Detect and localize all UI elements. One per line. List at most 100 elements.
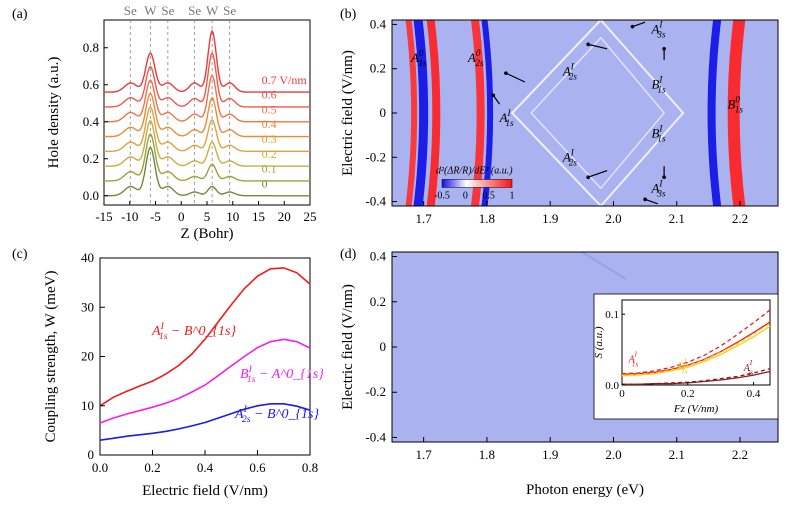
field-label-4: 0.4: [262, 117, 277, 131]
colorbar-tick: 1: [510, 190, 515, 201]
inset-xlabel: Fz (V/nm): [673, 403, 719, 415]
arrow-head-4: [643, 197, 647, 202]
spectral-band-3: [471, 19, 485, 207]
arrow-head-6: [662, 175, 666, 180]
inset-ytick-label: 0.0: [605, 380, 619, 392]
inset-series-1: [621, 309, 771, 375]
colorbar: [441, 179, 513, 188]
state-label-3: AI 2s: [562, 61, 578, 81]
map-xtick-label: 2.0: [605, 447, 621, 462]
map-xtick-label: 2.2: [732, 447, 748, 462]
map-ytick-label: 0.4: [370, 16, 387, 31]
colorbar-tick: -0.5: [434, 190, 450, 201]
c-xlabel: Electric field (V/nm): [142, 483, 268, 499]
map-ytick-label: 0: [380, 339, 387, 354]
density-curve-5: [104, 74, 310, 123]
map-xtick-label: 2.1: [669, 211, 685, 226]
colorbar-tick: 0.5: [482, 190, 495, 201]
coupling-label-0: AI 1s − B^0_{1s}: [151, 321, 236, 342]
a-ytick-label: 0.8: [83, 40, 99, 55]
map-xtick-label: 2.1: [669, 447, 685, 462]
density-curve-3: [104, 106, 310, 152]
a-ylabel: Hole density (a.u.): [46, 57, 62, 169]
inset-frame: [621, 299, 771, 386]
interlayer-diamond-inner: [530, 36, 666, 190]
c-xtick-label: 0.8: [302, 460, 318, 475]
map-xtick-label: 1.8: [479, 447, 495, 462]
inset-label-0: AI 1s: [628, 350, 639, 368]
inset-series-3: [621, 322, 771, 376]
state-label-9: B0 1s: [727, 95, 743, 115]
spectral-band-2: [426, 19, 441, 207]
coupling-label-2: AI 2s − B^0_{1s}: [234, 404, 319, 425]
atom-label-4: W: [206, 3, 219, 18]
panel-a-label: (a): [12, 7, 28, 22]
c-xtick-label: 0.6: [249, 460, 266, 475]
inset-xtick-label: 0.2: [681, 388, 695, 400]
map-ytick-label: 0: [380, 105, 387, 120]
density-curve-0: [104, 146, 310, 197]
field-label-0: 0: [262, 176, 268, 190]
state-label-0: A0 1s: [410, 48, 427, 68]
inset-series-5: [622, 368, 771, 385]
a-xtick-label: 15: [252, 209, 265, 224]
coupling-label-1: BI 1s − A^0_{1s}: [240, 364, 324, 385]
arrow-head-2: [586, 175, 590, 180]
inset-label-1: BI 1s: [678, 357, 688, 375]
d-xlabel: Photon energy (eV): [526, 482, 644, 498]
a-ytick-label: 0.2: [83, 151, 99, 166]
inset-ytick-label: 0.1: [605, 309, 619, 321]
panel-c-frame: [99, 257, 311, 456]
inset-xtick-label: 0.4: [747, 388, 761, 400]
map-ytick-label: -0.2: [365, 149, 386, 164]
field-label-2: 0.2: [262, 147, 277, 161]
map-ytick-label: 0.2: [370, 294, 386, 309]
arrow-3: [632, 21, 646, 28]
atom-label-2: Se: [161, 3, 174, 18]
inset-panel: [593, 293, 779, 420]
a-ytick-label: 0.0: [83, 188, 99, 203]
arrow-head-0: [504, 71, 508, 75]
inset-label-2: AI 2s: [743, 359, 754, 377]
map-xtick-label: 1.9: [542, 447, 558, 462]
a-xtick-label: 20: [278, 209, 291, 224]
arrow-head-1: [586, 42, 590, 47]
arrow-1: [588, 43, 608, 50]
c-ytick-label: 20: [81, 349, 94, 364]
spectral-band-4: [481, 19, 494, 207]
spectral-band-6: [727, 19, 746, 207]
map-xtick-label: 1.8: [479, 211, 495, 226]
colorbar-label: d²(ΔR/R)/dE² (a.u.): [436, 165, 513, 176]
panel-c-label: (c): [12, 247, 28, 262]
panel-d-label: (d): [340, 247, 357, 262]
map-xtick-label: 2.2: [732, 211, 748, 226]
a-xtick-label: 5: [204, 209, 211, 224]
arrow-0: [505, 72, 526, 83]
spectral-band-5: [707, 19, 722, 207]
c-xtick-label: 0.4: [197, 460, 214, 475]
arrow-head-5: [662, 46, 666, 51]
map-ylabel: Electric field (V/nm): [340, 50, 356, 176]
c-ytick-label: 40: [81, 250, 94, 265]
c-ytick-label: 30: [81, 299, 94, 314]
inset-xtick-label: 0: [619, 388, 625, 400]
c-xtick-label: 0.0: [92, 460, 108, 475]
c-xtick-label: 0.2: [144, 460, 160, 475]
state-label-6: AI 3s: [650, 179, 666, 199]
colorbar-tick: 0: [463, 190, 468, 201]
a-ytick-label: 0.6: [83, 77, 100, 92]
interlayer-diamond: [510, 18, 685, 208]
map-xtick-label: 2.0: [605, 211, 621, 226]
map-ytick-label: -0.4: [365, 429, 386, 444]
coupling-line-0: [99, 267, 311, 407]
inset-ylabel: S (a.u.): [593, 326, 605, 358]
density-curve-1: [104, 132, 310, 182]
arrow-head-3: [630, 24, 635, 29]
map-ytick-label: -0.2: [365, 384, 386, 399]
map-ylabel: Electric field (V/nm): [340, 284, 356, 410]
inset-series-2: [621, 325, 771, 377]
state-label-4: AI 2s: [562, 148, 578, 168]
map-background: [392, 20, 778, 206]
